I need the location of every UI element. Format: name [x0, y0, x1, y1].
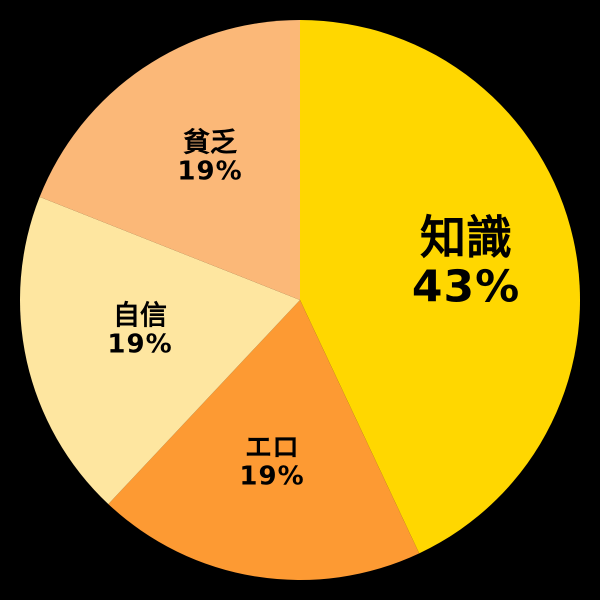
- slice-label-chishiki-name: 知識: [419, 210, 512, 265]
- slice-label-binbou-name: 貧乏: [182, 127, 237, 159]
- slice-label-jishin-percent: 19%: [107, 329, 173, 360]
- pie-slice: [20, 196, 301, 505]
- pie-slices-group: [20, 20, 581, 581]
- slice-label-binbou-percent: 19%: [177, 156, 243, 187]
- pie-slice: [39, 20, 301, 300]
- slice-label-chishiki: 知識 43%: [412, 213, 520, 310]
- slice-label-binbou: 貧乏 19%: [177, 128, 242, 185]
- slice-label-chishiki-percent: 43%: [411, 261, 521, 313]
- slice-label-ero: エロ 19%: [239, 433, 304, 490]
- pie-slice: [108, 300, 420, 581]
- slice-label-ero-name: エロ: [244, 432, 299, 464]
- slice-label-jishin: 自信 19%: [107, 301, 172, 358]
- slice-label-jishin-name: 自信: [112, 300, 167, 332]
- slice-label-ero-percent: 19%: [239, 461, 305, 492]
- pie-slice: [300, 20, 581, 554]
